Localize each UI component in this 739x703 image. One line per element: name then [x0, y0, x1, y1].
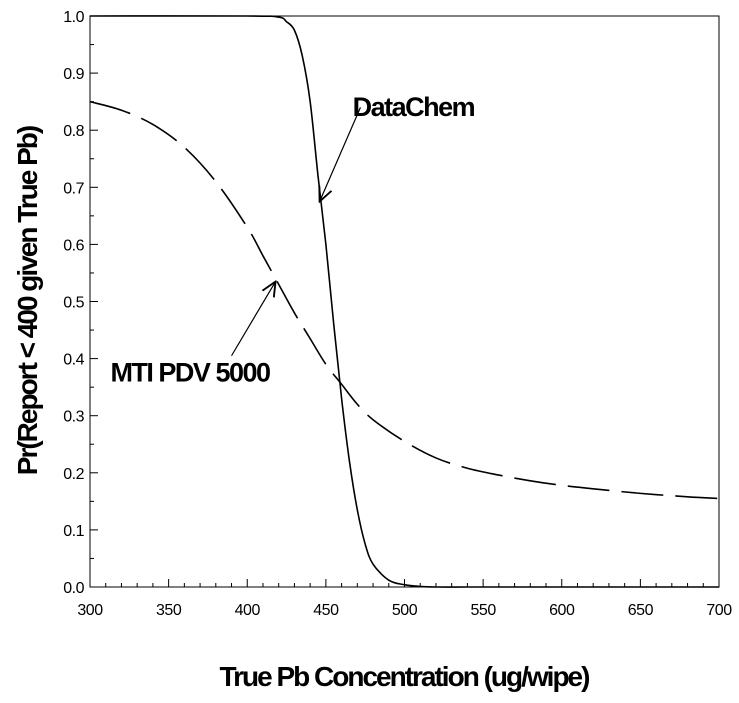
- x-tick-label: 500: [392, 602, 418, 619]
- x-tick-label: 550: [471, 602, 497, 619]
- y-tick-label: 0.0: [63, 580, 84, 597]
- ticks-layer: 300 350 400 450 500 550 600 650 700 0.0 0.1 0.2 0.3 0…: [63, 9, 732, 619]
- annotation-label-mti-pdv-5000: MTI PDV 5000: [110, 357, 270, 387]
- x-tick-label: 350: [156, 602, 182, 619]
- annotation-layer: DataChem MTI PDV 5000: [110, 92, 476, 388]
- x-axis-title: True Pb Concentration (ug/wipe): [220, 661, 590, 692]
- annotation-arrow-datachem: [320, 107, 362, 201]
- series-line-mti-pdv-5000: [89, 100, 720, 500]
- y-tick-label: 1.0: [63, 9, 84, 26]
- y-tick-label: 0.9: [63, 66, 84, 83]
- y-tick-label: 0.6: [63, 237, 84, 254]
- y-tick-label: 0.4: [63, 352, 84, 369]
- annotation-arrow-mti-pdv-5000: [231, 282, 276, 357]
- annotation-label-datachem: DataChem: [353, 92, 475, 122]
- x-tick-label: 700: [706, 602, 732, 619]
- y-tick-label: 0.8: [63, 123, 84, 140]
- x-tick-label: 300: [77, 602, 103, 619]
- x-tick-label: 600: [549, 602, 575, 619]
- x-tick-label: 400: [235, 602, 261, 619]
- x-tick-label: 650: [628, 602, 654, 619]
- y-tick-label: 0.5: [63, 295, 84, 312]
- plot-frame: [89, 15, 720, 588]
- y-tick-label: 0.3: [63, 409, 84, 426]
- y-tick-label: 0.7: [63, 180, 84, 197]
- y-axis-title: Pr(Report < 400 given True Pb): [12, 126, 43, 475]
- y-tick-label: 0.1: [63, 523, 84, 540]
- x-tick-label: 450: [313, 602, 339, 619]
- y-tick-label: 0.2: [63, 466, 84, 483]
